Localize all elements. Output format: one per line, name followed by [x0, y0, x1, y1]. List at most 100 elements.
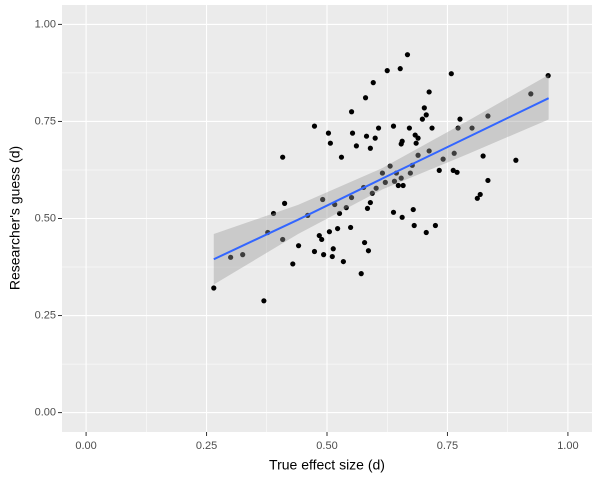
point — [474, 195, 480, 201]
point — [457, 116, 463, 122]
point — [469, 125, 475, 131]
point — [325, 130, 332, 136]
point — [399, 138, 405, 144]
point — [338, 154, 345, 160]
point — [240, 252, 246, 258]
point — [358, 271, 364, 277]
point — [367, 199, 373, 206]
point — [423, 112, 429, 118]
point — [390, 123, 397, 129]
y-tick-label: 0.75 — [35, 115, 56, 127]
point — [384, 68, 390, 74]
point — [311, 248, 318, 255]
point — [327, 140, 333, 146]
point — [211, 285, 217, 291]
point — [415, 152, 421, 158]
point — [382, 179, 388, 185]
point — [395, 182, 401, 189]
point — [329, 253, 335, 260]
point — [361, 239, 368, 246]
point — [455, 125, 461, 131]
point — [326, 229, 333, 235]
point — [407, 170, 413, 176]
point — [404, 52, 411, 58]
point — [282, 200, 288, 206]
point — [335, 225, 341, 232]
point — [429, 125, 435, 131]
point — [364, 205, 371, 212]
point — [336, 210, 343, 217]
point — [545, 73, 551, 79]
point — [426, 148, 432, 154]
point — [432, 222, 439, 229]
point — [426, 89, 432, 95]
point — [363, 133, 370, 139]
point — [365, 248, 372, 254]
point — [340, 258, 346, 265]
point — [280, 236, 286, 243]
point — [379, 170, 386, 176]
point — [480, 153, 486, 159]
x-tick-label: 0.25 — [196, 440, 217, 452]
point — [513, 157, 519, 163]
x-axis-title: True effect size (d) — [269, 457, 385, 473]
point — [319, 236, 325, 243]
y-tick-label: 1.00 — [35, 18, 56, 30]
point — [400, 182, 406, 189]
point — [290, 261, 296, 267]
y-tick-label: 0.00 — [35, 406, 56, 418]
point — [390, 209, 397, 215]
point — [321, 252, 327, 258]
point — [399, 214, 405, 220]
point — [353, 143, 359, 149]
point — [436, 167, 442, 173]
point — [477, 191, 483, 198]
point — [343, 205, 349, 211]
point — [261, 298, 267, 304]
point — [349, 130, 356, 136]
point — [406, 125, 412, 131]
x-tick-label: 0.50 — [316, 440, 337, 452]
point — [316, 232, 322, 239]
point — [348, 224, 354, 231]
x-tick-label: 1.00 — [557, 440, 578, 452]
x-tick-label: 0.00 — [75, 440, 96, 452]
point — [228, 254, 234, 260]
y-axis-title: Researcher's guess (d) — [7, 146, 23, 290]
point — [423, 229, 429, 236]
fit-line — [213, 97, 550, 261]
point — [397, 66, 403, 72]
point — [320, 196, 326, 203]
point — [440, 156, 446, 162]
point — [485, 113, 491, 119]
point — [528, 91, 534, 97]
point — [485, 177, 491, 184]
point — [391, 178, 398, 184]
point — [348, 194, 355, 201]
point — [311, 123, 318, 129]
point — [270, 210, 277, 217]
point — [415, 135, 421, 141]
point — [369, 190, 375, 196]
point — [348, 109, 355, 115]
point — [411, 222, 417, 229]
point — [372, 135, 378, 141]
y-tick-label: 0.25 — [35, 309, 56, 321]
point — [410, 206, 416, 213]
point — [419, 116, 425, 122]
y-tick-label: 0.50 — [35, 212, 56, 224]
point — [448, 71, 454, 77]
point — [330, 246, 336, 252]
point — [362, 95, 369, 101]
point — [367, 145, 373, 151]
point — [375, 125, 382, 131]
point — [280, 154, 286, 160]
point — [370, 80, 376, 86]
point — [451, 150, 457, 156]
point — [454, 169, 460, 175]
x-tick-label: 0.75 — [437, 440, 458, 452]
point — [295, 243, 302, 249]
point — [450, 167, 456, 173]
point — [387, 163, 393, 169]
